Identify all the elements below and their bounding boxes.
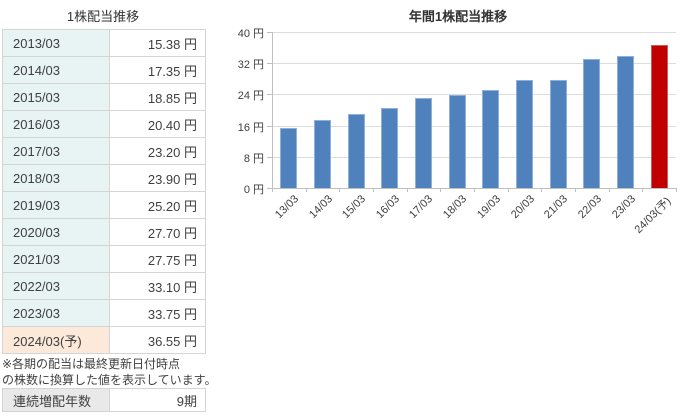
y-axis-label: 24 円 bbox=[237, 90, 264, 102]
summary-value: 9期 bbox=[176, 393, 197, 409]
y-axis-label: 8 円 bbox=[243, 153, 264, 165]
period-cell: 2019/03 bbox=[3, 192, 110, 218]
table-row: 2020/03 27.70 円 bbox=[3, 219, 205, 246]
value-cell: 27.70 円 bbox=[147, 225, 197, 241]
value-cell: 25.20 円 bbox=[147, 198, 197, 214]
x-axis-label: 21/03 bbox=[542, 193, 571, 221]
value-cell: 27.75 円 bbox=[147, 252, 197, 268]
chart-plot-area bbox=[272, 32, 677, 189]
y-axis-label: 32 円 bbox=[237, 59, 264, 71]
table-row: 2015/03 18.85 円 bbox=[3, 84, 205, 111]
x-axis-label: 15/03 bbox=[340, 193, 369, 221]
value-cell: 17.35 円 bbox=[147, 63, 197, 79]
period-cell: 2024/03(予) bbox=[3, 327, 110, 353]
table-row: 2013/03 15.38 円 bbox=[3, 30, 205, 57]
value-cell: 33.75 円 bbox=[147, 306, 197, 322]
value-cell: 33.10 円 bbox=[147, 279, 197, 295]
period-cell: 2023/03 bbox=[3, 300, 110, 326]
y-axis-label: 0 円 bbox=[243, 184, 264, 196]
value-cell: 36.55 円 bbox=[147, 333, 197, 349]
table-row: 2024/03(予) 36.55 円 bbox=[3, 327, 205, 354]
period-cell: 2015/03 bbox=[3, 84, 110, 110]
table-row: 2014/03 17.35 円 bbox=[3, 57, 205, 84]
y-axis-label: 40 円 bbox=[237, 28, 264, 40]
x-axis-label: 14/03 bbox=[307, 193, 336, 221]
table-row: 2022/03 33.10 円 bbox=[3, 273, 205, 300]
x-axis-label: 17/03 bbox=[407, 193, 436, 221]
x-axis-label: 18/03 bbox=[441, 193, 470, 221]
period-cell: 2022/03 bbox=[3, 273, 110, 299]
table-row: 2016/03 20.40 円 bbox=[3, 111, 205, 138]
note-line-1: ※各期の配当は最終更新日付時点 bbox=[2, 357, 181, 371]
dividend-table: 2013/03 15.38 円 2014/03 17.35 円 2015/03 18.85… bbox=[2, 29, 206, 354]
table-row: 2019/03 25.20 円 bbox=[3, 192, 205, 219]
period-cell: 2020/03 bbox=[3, 219, 110, 245]
x-axis-label: 23/03 bbox=[610, 193, 639, 221]
table-row: 2021/03 27.75 円 bbox=[3, 246, 205, 273]
summary-table: 連続増配年数 9期 bbox=[2, 388, 206, 412]
table-row: 2017/03 23.20 円 bbox=[3, 138, 205, 165]
x-axis-label: 19/03 bbox=[475, 193, 504, 221]
x-axis-label: 13/03 bbox=[273, 193, 302, 221]
value-cell: 23.20 円 bbox=[147, 144, 197, 160]
value-cell: 20.40 円 bbox=[147, 117, 197, 133]
y-axis-label: 16 円 bbox=[237, 122, 264, 134]
period-cell: 2021/03 bbox=[3, 246, 110, 272]
value-cell: 18.85 円 bbox=[147, 90, 197, 106]
x-axis-label: 22/03 bbox=[576, 193, 605, 221]
table-row: 2023/03 33.75 円 bbox=[3, 300, 205, 327]
value-cell: 23.90 円 bbox=[147, 171, 197, 187]
table-row: 2018/03 23.90 円 bbox=[3, 165, 205, 192]
note-line-2: の株数に換算した値を表示しています。 bbox=[2, 373, 217, 387]
value-cell: 15.38 円 bbox=[147, 36, 197, 52]
chart-title: 年間1株配当推移 bbox=[408, 9, 508, 24]
period-cell: 2014/03 bbox=[3, 57, 110, 83]
period-cell: 2013/03 bbox=[3, 30, 110, 56]
period-cell: 2018/03 bbox=[3, 165, 110, 191]
summary-label: 連続増配年数 bbox=[3, 389, 110, 411]
period-cell: 2016/03 bbox=[3, 111, 110, 137]
x-axis-label: 20/03 bbox=[509, 193, 538, 221]
note-text: ※各期の配当は最終更新日付時点 の株数に換算した値を表示しています。 bbox=[2, 356, 216, 388]
dividend-table-title: 1株配当推移 bbox=[66, 9, 140, 24]
x-axis-label: 16/03 bbox=[374, 193, 403, 221]
period-cell: 2017/03 bbox=[3, 138, 110, 164]
x-axis-label: 24/03(予) bbox=[632, 195, 674, 237]
